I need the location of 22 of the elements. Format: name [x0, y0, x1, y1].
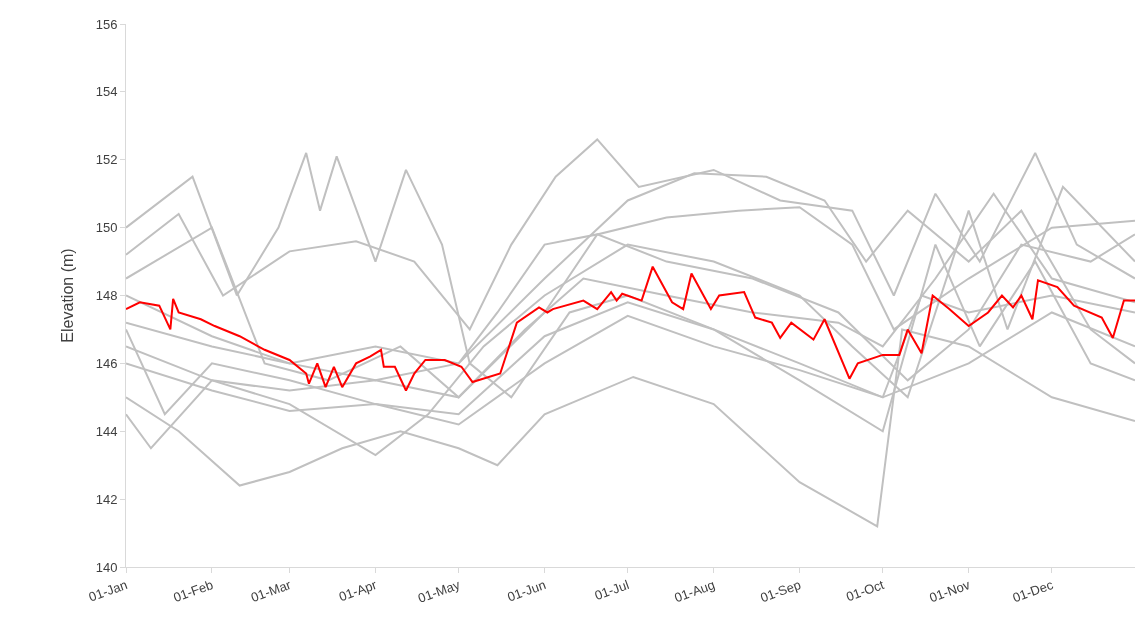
x-tick-label: 01-Jan [86, 576, 130, 605]
y-tick-label: 150 [95, 220, 118, 236]
x-tick-label: 01-Nov [927, 576, 973, 606]
x-tick-label: 01-Mar [248, 576, 294, 606]
y-tick-label: 156 [95, 16, 118, 32]
y-tick-label: 144 [95, 423, 118, 439]
x-tick-label: 01-May [416, 576, 463, 606]
x-tick-label: 01-Sep [758, 576, 803, 606]
x-tick-label: 01-Dec [1010, 576, 1056, 606]
y-tick-label: 140 [95, 559, 118, 575]
x-tick-label: 01-Apr [336, 576, 380, 605]
y-tick-label: 142 [95, 491, 118, 507]
x-tick-label: 01-Jun [505, 576, 548, 605]
y-tick-label: 146 [95, 355, 118, 371]
y-tick-label: 152 [95, 152, 118, 168]
x-tick-label: 01-Feb [171, 576, 216, 606]
y-axis-title: Elevation (m) [58, 248, 76, 343]
x-tick-label: 01-Jul [592, 576, 632, 604]
y-tick-label: 148 [95, 288, 118, 304]
y-tick-label: 154 [95, 84, 118, 100]
x-tick-label: 01-Aug [672, 576, 717, 606]
x-tick-label: 01-Oct [844, 576, 887, 605]
